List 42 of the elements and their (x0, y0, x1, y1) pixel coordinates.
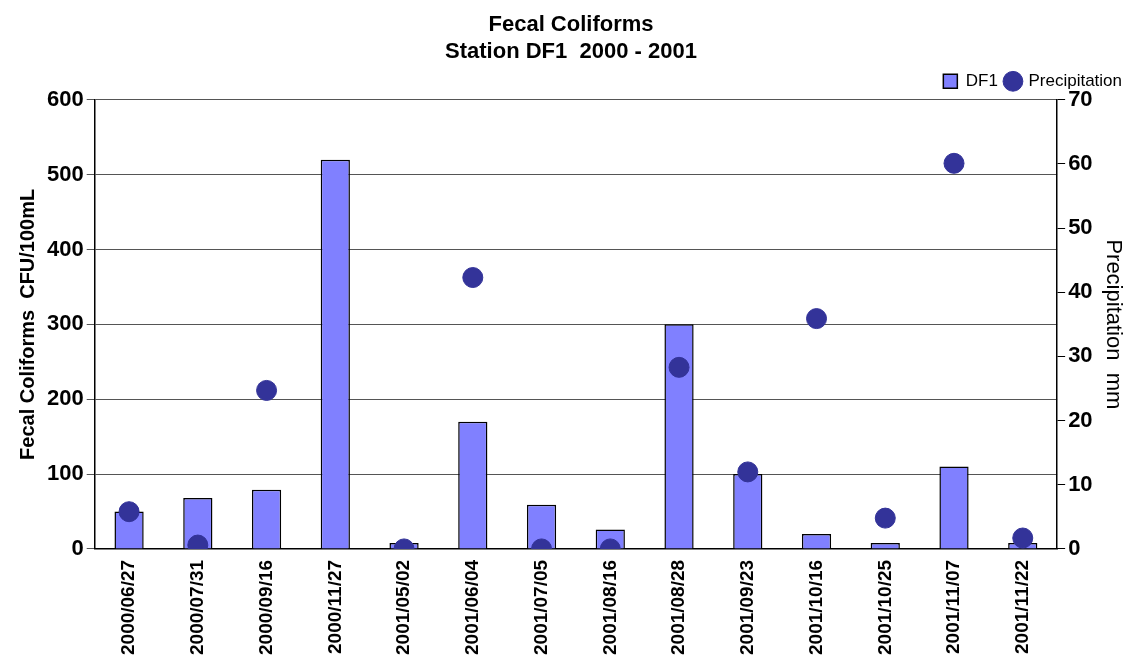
y-tick-label: 600 (46, 85, 84, 111)
x-tick-label: 2000/07/31 (186, 559, 208, 655)
y2-axis-title: Precipitation mm (1101, 239, 1127, 410)
y2-tick-label: 10 (1068, 470, 1093, 496)
y-tick-label: 500 (46, 160, 84, 186)
y-axis-title: Fecal Coliforms CFU/100mL (15, 188, 38, 460)
point (256, 379, 278, 401)
x-tick-label: 2001/10/16 (804, 559, 826, 655)
y2-tick-label: 20 (1068, 406, 1093, 432)
x-tick-label: 2000/09/16 (254, 559, 276, 655)
y-tick-label: 400 (46, 235, 84, 261)
y-tick-label: 0 (71, 534, 84, 560)
x-tick-label: 2000/11/27 (323, 559, 345, 654)
text: Station DF1 2000 - 2001 (445, 37, 697, 63)
x-tick-label: 2000/06/27 (117, 559, 139, 655)
x-tick-label: 2001/09/23 (736, 559, 758, 655)
x-tick-label: 2001/06/04 (461, 559, 483, 655)
x-tick-label: 2001/07/05 (529, 559, 551, 655)
y2-tick-label: 60 (1068, 150, 1093, 176)
x-tick-label: 2001/08/16 (598, 559, 620, 655)
point (668, 356, 690, 378)
y-tick-label: 300 (46, 310, 84, 336)
point (118, 501, 140, 523)
y-tick-label: 200 (46, 385, 84, 411)
x-tick-label: 2001/08/28 (667, 559, 689, 655)
point (874, 507, 896, 529)
x-tick-label: 2001/11/07 (942, 559, 964, 654)
y-tick-label: 100 (46, 460, 84, 486)
point (943, 152, 965, 174)
point (1012, 527, 1034, 549)
legend-label: DF1 (965, 70, 998, 90)
y2-tick-label: 40 (1068, 278, 1093, 304)
point (462, 267, 484, 289)
y2-tick-label: 50 (1068, 214, 1093, 240)
point (737, 461, 759, 483)
y2-tick-label: 0 (1068, 534, 1081, 560)
x-tick-label: 2001/05/02 (392, 559, 414, 655)
x-tick-label: 2001/10/25 (873, 559, 895, 655)
x-tick-label: 2001/11/22 (1010, 559, 1032, 654)
y2-tick-label: 30 (1068, 342, 1093, 368)
text: Fecal Coliforms (488, 11, 654, 37)
point (806, 308, 828, 330)
